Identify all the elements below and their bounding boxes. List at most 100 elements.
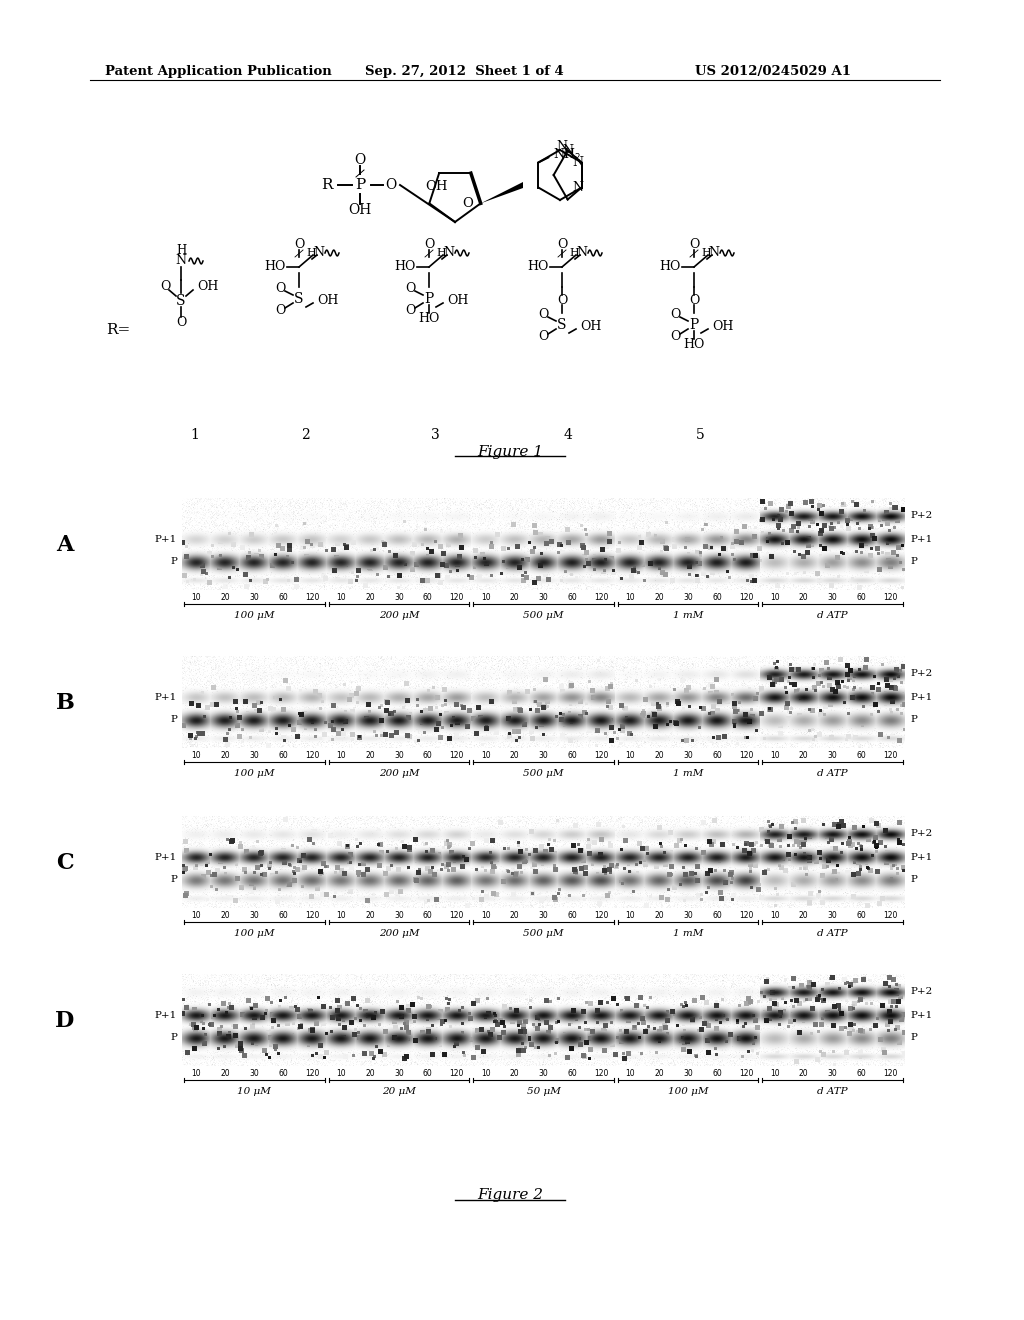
Text: 10: 10 bbox=[626, 751, 635, 760]
Text: P+1: P+1 bbox=[155, 853, 177, 862]
Text: O: O bbox=[538, 330, 548, 343]
Text: 20: 20 bbox=[799, 751, 809, 760]
Text: 60: 60 bbox=[857, 594, 866, 602]
Text: 30: 30 bbox=[539, 594, 549, 602]
Text: 20: 20 bbox=[366, 912, 375, 920]
Text: 60: 60 bbox=[279, 751, 288, 760]
Text: 10: 10 bbox=[191, 912, 202, 920]
Text: US 2012/0245029 A1: US 2012/0245029 A1 bbox=[695, 65, 851, 78]
Text: P: P bbox=[170, 715, 177, 725]
Text: OH: OH bbox=[317, 294, 338, 308]
Text: OH: OH bbox=[425, 180, 447, 193]
Text: HO: HO bbox=[527, 260, 549, 273]
Text: 20: 20 bbox=[799, 912, 809, 920]
Text: 30: 30 bbox=[394, 594, 403, 602]
Text: 30: 30 bbox=[250, 912, 259, 920]
Text: 120: 120 bbox=[305, 751, 319, 760]
Text: d ATP: d ATP bbox=[817, 770, 848, 779]
Text: 30: 30 bbox=[827, 751, 838, 760]
Text: S: S bbox=[176, 294, 185, 308]
Text: 30: 30 bbox=[683, 912, 693, 920]
Text: 60: 60 bbox=[567, 1069, 578, 1078]
Text: P+1: P+1 bbox=[910, 693, 932, 701]
Text: 10: 10 bbox=[626, 1069, 635, 1078]
Text: 60: 60 bbox=[423, 912, 433, 920]
Text: 120: 120 bbox=[450, 751, 464, 760]
Text: 120: 120 bbox=[450, 912, 464, 920]
Text: Figure 1: Figure 1 bbox=[477, 445, 543, 459]
Text: 30: 30 bbox=[683, 1069, 693, 1078]
Text: 60: 60 bbox=[857, 751, 866, 760]
Text: 10: 10 bbox=[191, 594, 202, 602]
Text: O: O bbox=[274, 305, 286, 318]
Text: 60: 60 bbox=[567, 912, 578, 920]
Text: 120: 120 bbox=[305, 1069, 319, 1078]
Text: 60: 60 bbox=[567, 594, 578, 602]
Text: 10: 10 bbox=[336, 594, 346, 602]
Text: O: O bbox=[176, 317, 186, 330]
Text: 20 μM: 20 μM bbox=[382, 1088, 416, 1097]
Text: N: N bbox=[577, 247, 588, 260]
Text: 120: 120 bbox=[884, 1069, 898, 1078]
Text: 10: 10 bbox=[336, 912, 346, 920]
Text: 50 μM: 50 μM bbox=[526, 1088, 560, 1097]
Text: 60: 60 bbox=[279, 1069, 288, 1078]
Text: 500 μM: 500 μM bbox=[523, 770, 564, 779]
Text: O: O bbox=[424, 239, 434, 252]
Text: 30: 30 bbox=[539, 751, 549, 760]
Text: 120: 120 bbox=[450, 594, 464, 602]
Text: B: B bbox=[55, 692, 75, 714]
Text: 1 mM: 1 mM bbox=[673, 929, 703, 939]
Text: 60: 60 bbox=[857, 1069, 866, 1078]
Text: 10: 10 bbox=[336, 1069, 346, 1078]
Text: 10: 10 bbox=[191, 751, 202, 760]
Text: 200 μM: 200 μM bbox=[379, 611, 419, 620]
Text: 10: 10 bbox=[770, 1069, 779, 1078]
Text: HO: HO bbox=[419, 313, 439, 326]
Text: 30: 30 bbox=[394, 1069, 403, 1078]
Text: 60: 60 bbox=[423, 751, 433, 760]
Text: 120: 120 bbox=[450, 1069, 464, 1078]
Text: 30: 30 bbox=[827, 912, 838, 920]
Text: 4: 4 bbox=[563, 428, 572, 442]
Text: N: N bbox=[556, 140, 567, 153]
Text: 60: 60 bbox=[567, 751, 578, 760]
Text: S: S bbox=[557, 318, 566, 333]
Text: 10: 10 bbox=[770, 912, 779, 920]
Text: C: C bbox=[56, 851, 74, 874]
Text: 30: 30 bbox=[683, 751, 693, 760]
Text: O: O bbox=[385, 178, 396, 191]
Text: 20: 20 bbox=[366, 594, 375, 602]
Text: N: N bbox=[709, 247, 720, 260]
Text: D: D bbox=[55, 1010, 75, 1032]
Text: A: A bbox=[56, 535, 74, 556]
Text: P+1: P+1 bbox=[910, 535, 932, 544]
Text: O: O bbox=[404, 281, 415, 294]
Text: Sep. 27, 2012  Sheet 1 of 4: Sep. 27, 2012 Sheet 1 of 4 bbox=[365, 65, 564, 78]
Text: HO: HO bbox=[659, 260, 681, 273]
Text: P: P bbox=[170, 1034, 177, 1043]
Text: O: O bbox=[160, 281, 170, 293]
Text: 60: 60 bbox=[423, 1069, 433, 1078]
Text: 20: 20 bbox=[220, 594, 230, 602]
Text: 60: 60 bbox=[423, 594, 433, 602]
Text: H: H bbox=[306, 248, 315, 257]
Text: 60: 60 bbox=[712, 1069, 722, 1078]
Text: 10: 10 bbox=[770, 751, 779, 760]
Text: OH: OH bbox=[447, 294, 468, 308]
Text: P: P bbox=[910, 875, 916, 884]
Text: 3: 3 bbox=[431, 428, 439, 442]
Text: 20: 20 bbox=[366, 751, 375, 760]
Text: R: R bbox=[322, 178, 333, 191]
Text: 30: 30 bbox=[539, 1069, 549, 1078]
Text: N: N bbox=[562, 144, 573, 157]
Text: O: O bbox=[689, 239, 699, 252]
Text: O: O bbox=[463, 197, 473, 210]
Text: 60: 60 bbox=[712, 751, 722, 760]
Text: 10: 10 bbox=[481, 751, 490, 760]
Text: OH: OH bbox=[197, 281, 218, 293]
Text: 20: 20 bbox=[654, 1069, 664, 1078]
Text: N: N bbox=[313, 247, 325, 260]
Text: R=: R= bbox=[105, 323, 130, 337]
Text: P: P bbox=[355, 178, 366, 191]
